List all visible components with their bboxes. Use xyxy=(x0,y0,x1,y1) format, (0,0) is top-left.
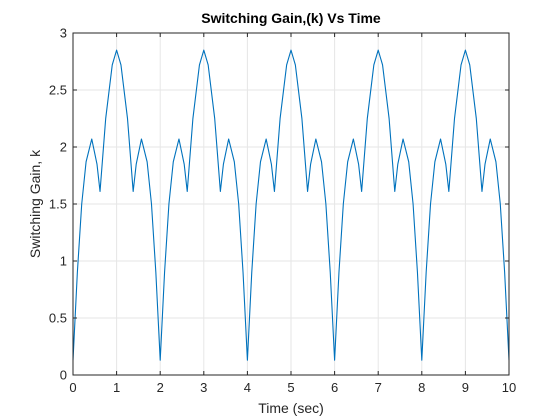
y-tick-label: 1.5 xyxy=(49,197,67,212)
x-tick-label: 1 xyxy=(113,380,120,395)
x-tick-label: 0 xyxy=(69,380,76,395)
x-tick-label: 5 xyxy=(287,380,294,395)
x-tick-label: 3 xyxy=(200,380,207,395)
x-tick-label: 4 xyxy=(244,380,251,395)
y-tick-label: 1 xyxy=(60,254,67,269)
y-axis-label: Switching Gain, k xyxy=(27,149,43,258)
series-line xyxy=(72,49,510,361)
y-tick-label: 0 xyxy=(60,368,67,383)
y-tick-label: 2 xyxy=(60,140,67,155)
axis-ticks xyxy=(72,32,510,376)
chart-title: Switching Gain,(k) Vs Time xyxy=(201,10,381,26)
x-tick-label: 8 xyxy=(418,380,425,395)
x-axis-label: Time (sec) xyxy=(258,400,324,416)
x-tick-label: 2 xyxy=(157,380,164,395)
x-tick-label: 6 xyxy=(331,380,338,395)
y-tick-labels: 0 0.5 1 1.5 2 2.5 3 xyxy=(49,26,67,383)
y-tick-label: 0.5 xyxy=(49,311,67,326)
x-tick-labels: 0 1 2 3 4 5 6 7 8 9 10 xyxy=(69,380,516,395)
y-tick-label: 2.5 xyxy=(49,83,67,98)
x-tick-label: 7 xyxy=(375,380,382,395)
x-tick-label: 10 xyxy=(502,380,516,395)
y-tick-label: 3 xyxy=(60,26,67,41)
x-tick-label: 9 xyxy=(462,380,469,395)
